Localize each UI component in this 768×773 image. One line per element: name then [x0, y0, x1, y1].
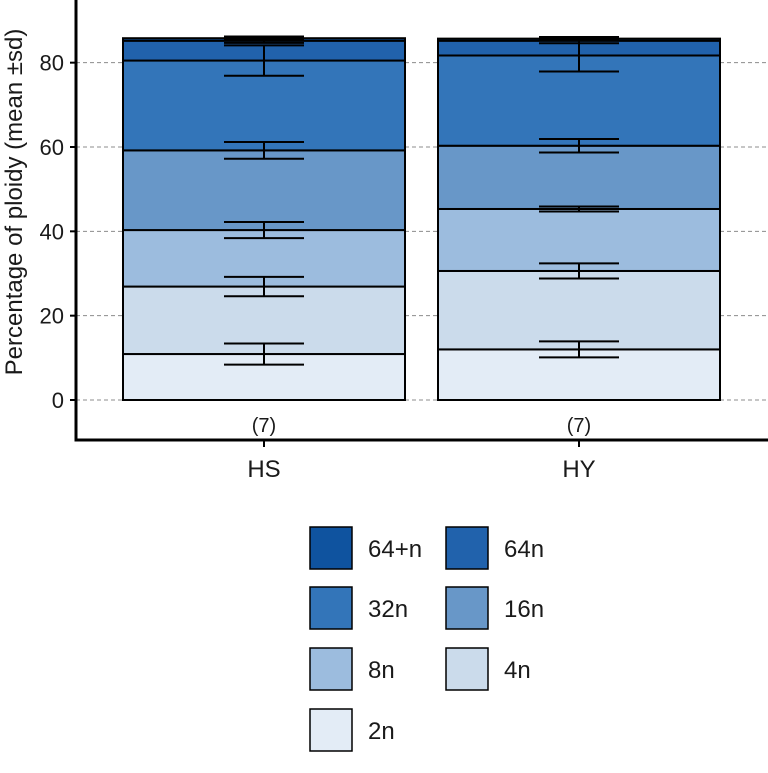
legend-key	[309, 708, 353, 752]
legend-label: 64n	[504, 536, 544, 563]
legend-label: 16n	[504, 596, 544, 623]
axis-layer: Percentage of ploidy (mean ±sd) 0 20 40 60 8…	[1, 0, 768, 483]
legend-key	[445, 526, 489, 570]
y-tick-label: 20	[40, 304, 64, 329]
legend-key	[445, 586, 489, 630]
sample-size-label: (7)	[252, 415, 276, 437]
legend-key	[445, 647, 489, 691]
legend-key	[309, 647, 353, 691]
legend-key	[309, 526, 353, 570]
legend-label: 2n	[368, 718, 395, 745]
y-tick-label: 0	[52, 388, 64, 413]
y-axis-title: Percentage of ploidy (mean ±sd)	[1, 29, 28, 376]
legend: 64+n 64n 32n 16n 8n 4n 2n	[309, 526, 544, 752]
legend-label: 4n	[504, 657, 531, 684]
y-tick-label: 60	[40, 135, 64, 160]
legend-label: 8n	[368, 657, 395, 684]
bar-segment	[437, 269, 721, 351]
bar-segment	[122, 149, 406, 232]
bar-segment	[437, 144, 721, 210]
error-layer	[224, 35, 619, 366]
bar-layer	[122, 37, 721, 401]
sample-size-label: (7)	[567, 415, 591, 437]
legend-label: 64+n	[368, 536, 422, 563]
x-tick-label: HY	[562, 456, 595, 483]
legend-key	[309, 586, 353, 630]
x-tick-label: HS	[247, 456, 280, 483]
legend-label: 32n	[368, 596, 408, 623]
y-tick-label: 80	[40, 51, 64, 76]
bar-segment	[437, 207, 721, 272]
y-tick-label: 40	[40, 219, 64, 244]
